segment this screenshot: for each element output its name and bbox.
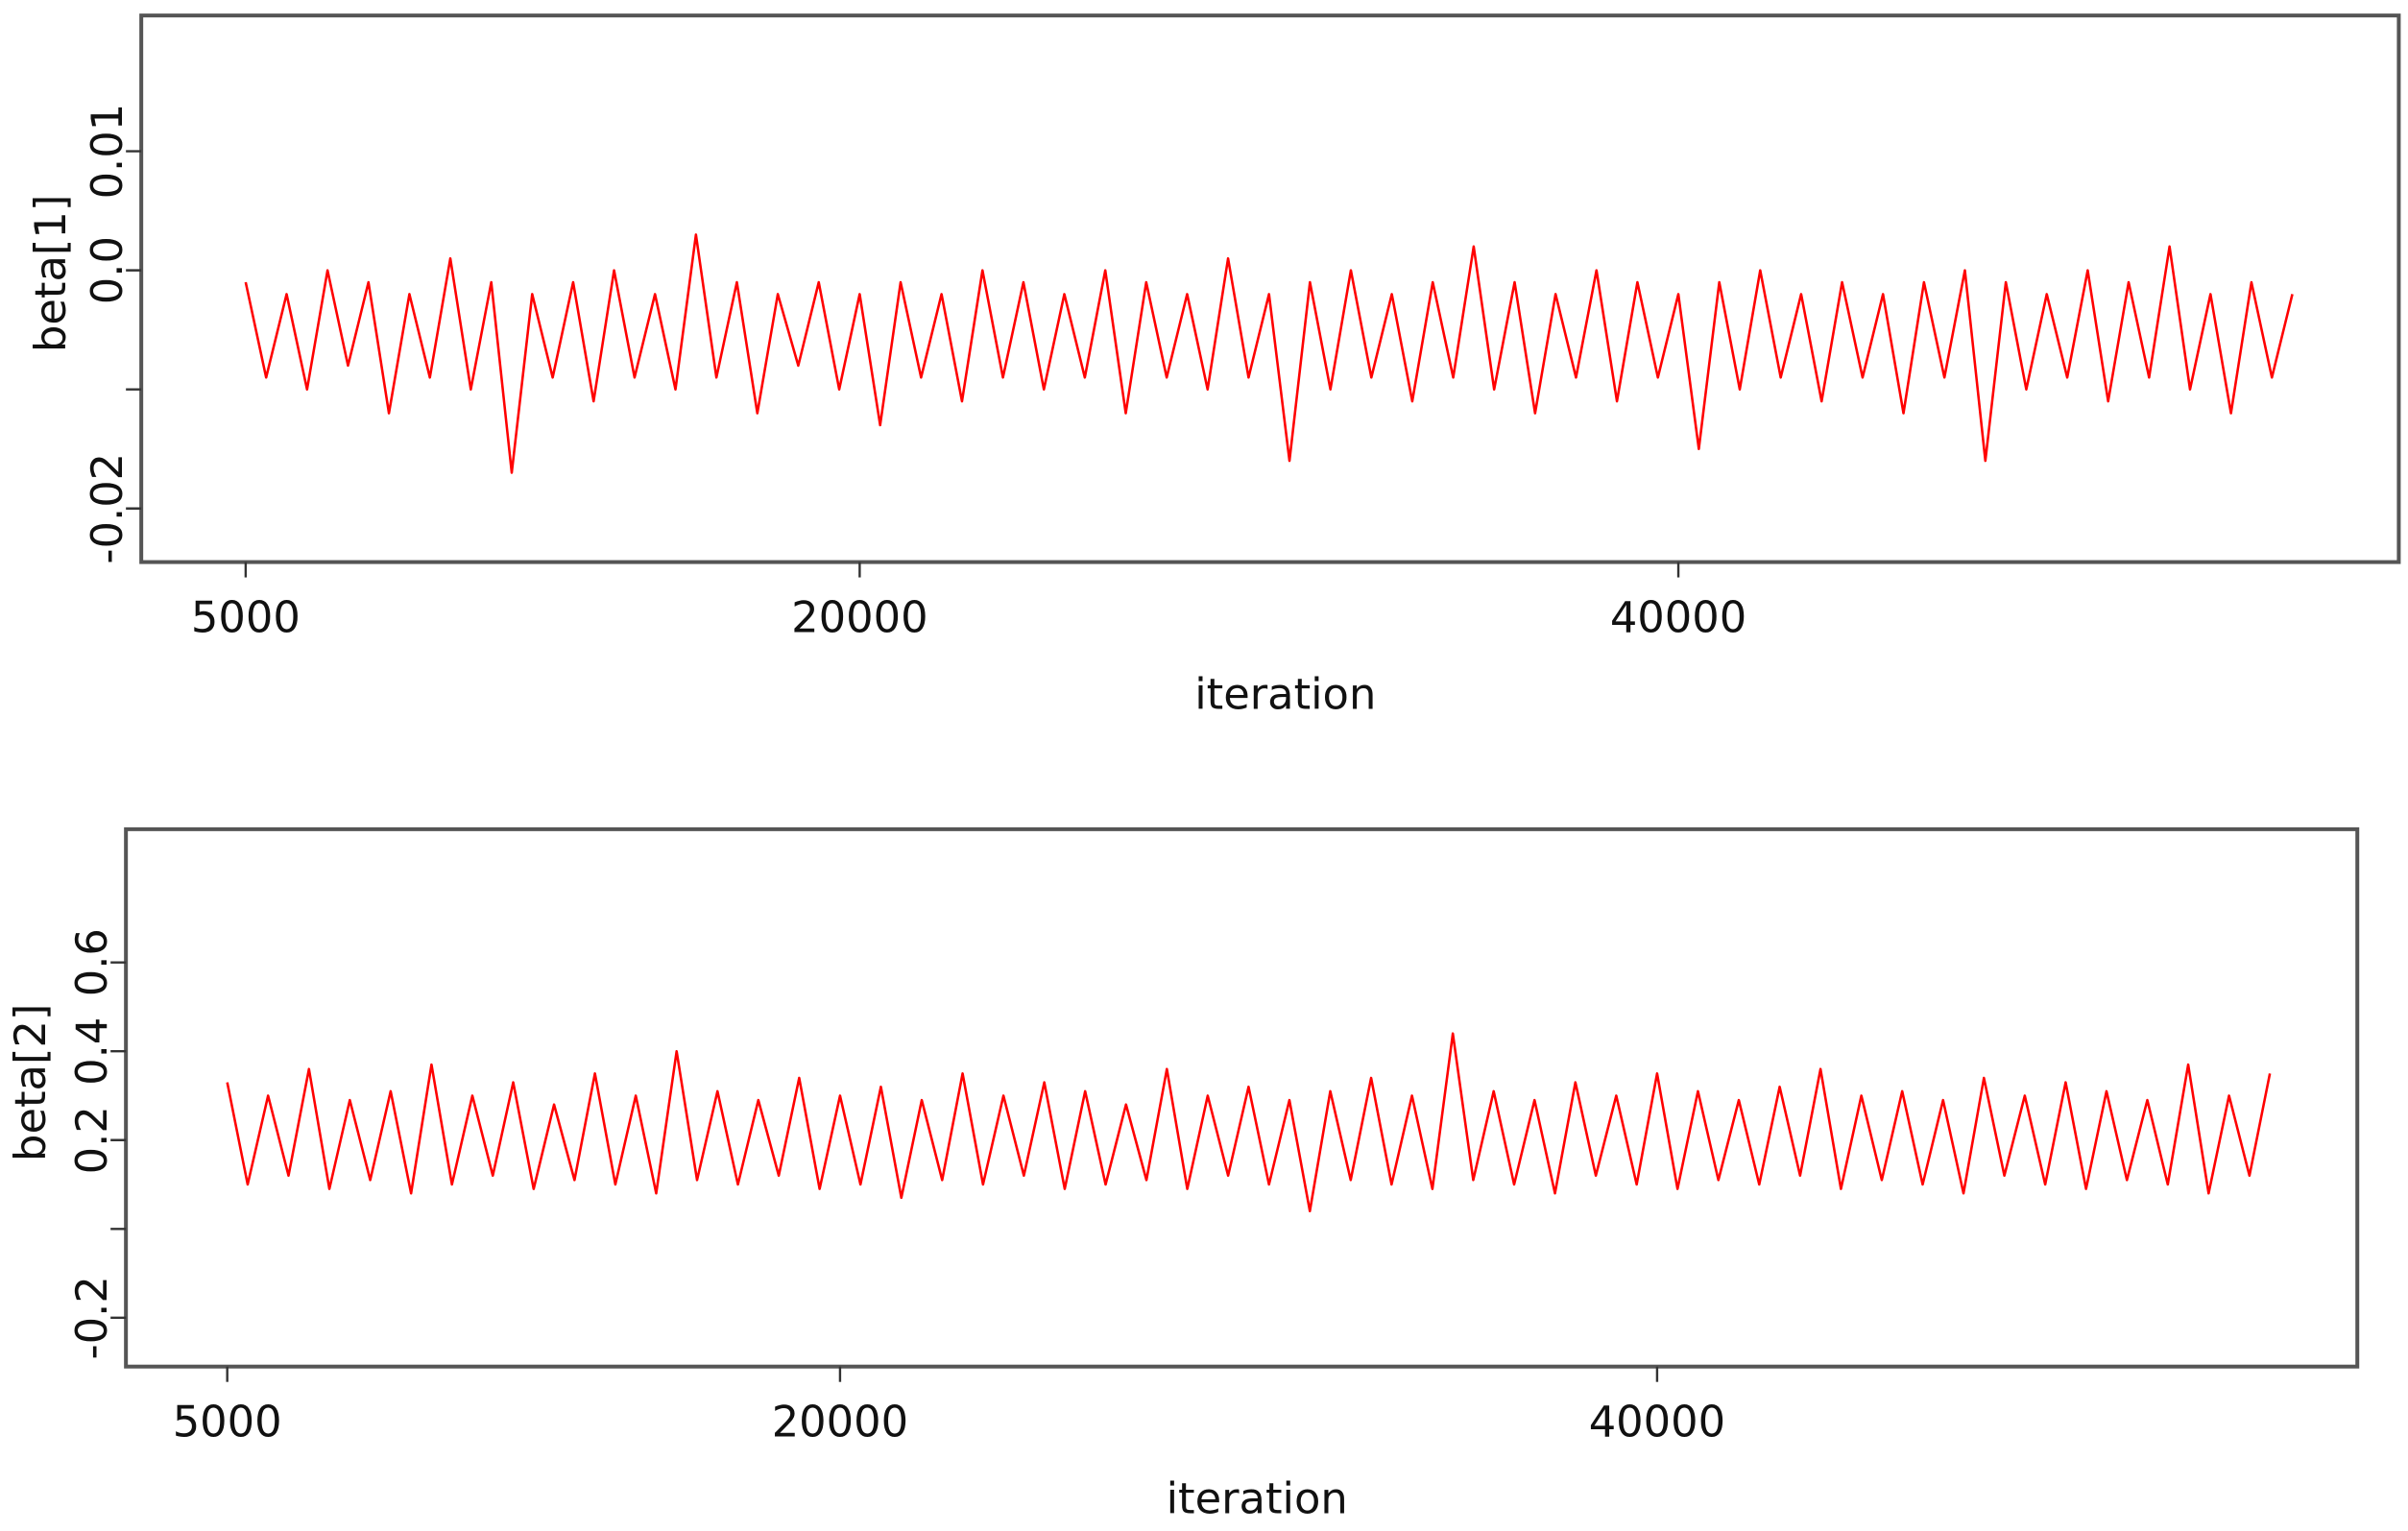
plot-frame — [139, 13, 2401, 564]
plot-frame — [124, 826, 2360, 1369]
trace-line — [226, 1032, 2272, 1213]
x-axis-label: iteration — [1167, 1472, 1348, 1523]
y-tick-label: 0.4 — [66, 1017, 117, 1086]
trace-line — [244, 233, 2294, 474]
y-axis-label: beta[2] — [5, 1004, 56, 1161]
y-tick-label: 0.01 — [82, 104, 132, 200]
y-tick-label: -0.2 — [66, 1276, 117, 1359]
y-tick-label: 0.2 — [66, 1106, 117, 1174]
y-axis-label: beta[1] — [25, 195, 76, 352]
y-tick-label: -0.02 — [82, 453, 132, 564]
x-tick-label: 5000 — [191, 591, 301, 642]
y-tick-label: 0.0 — [82, 236, 132, 304]
y-tick-label: 0.6 — [66, 928, 117, 996]
x-tick-label: 40000 — [1610, 591, 1746, 642]
x-tick-label: 20000 — [791, 591, 927, 642]
x-tick-label: 20000 — [772, 1396, 908, 1447]
x-tick-label: 40000 — [1589, 1396, 1725, 1447]
x-axis-label: iteration — [1194, 668, 1376, 719]
x-tick-label: 5000 — [173, 1396, 282, 1447]
